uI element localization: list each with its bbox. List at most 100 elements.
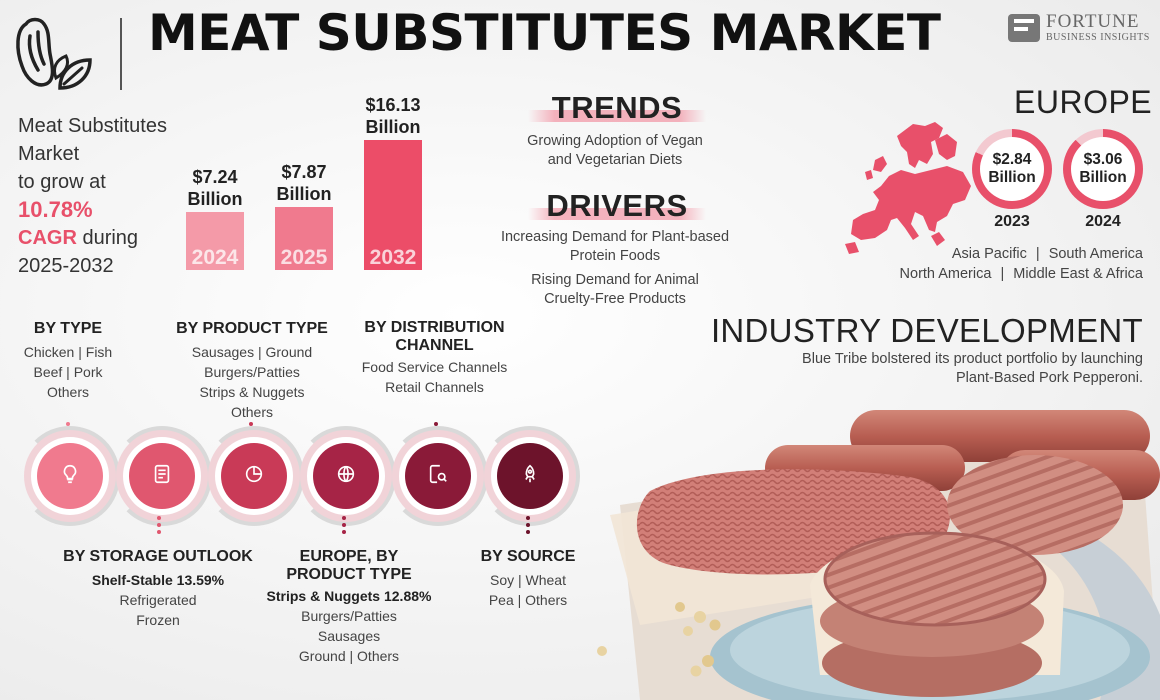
- europe-ring-2023: $2.84 Billion 2023: [972, 129, 1052, 231]
- forecast-period: 2025-2032: [18, 255, 114, 277]
- bar-value-label: $7.87 Billion: [276, 162, 332, 204]
- segment-europe-by-product-type: EUROPE, BY PRODUCT TYPE Strips & Nuggets…: [260, 548, 438, 666]
- headline-text: Meat Substitutes Market to grow at 10.78…: [18, 112, 188, 280]
- region-label: South America: [1048, 246, 1143, 262]
- segment-circle: [208, 430, 300, 522]
- segment-line: Sausages | Ground: [191, 344, 313, 360]
- segment-heading: BY PRODUCT TYPE: [176, 320, 328, 337]
- segment-circle: [392, 430, 484, 522]
- drivers-text-1: Increasing Demand for Plant-based Protei…: [480, 228, 750, 266]
- other-regions: Asia Pacific | South America North Ameri…: [900, 244, 1143, 284]
- headline-line: Meat Substitutes: [18, 115, 167, 137]
- bar-2032: 2032: [364, 140, 422, 270]
- segment-line: Others: [230, 404, 273, 420]
- region-label: Middle East & Africa: [1013, 266, 1143, 282]
- driver-line: Protein Foods: [569, 248, 661, 264]
- trend-line: and Vegetarian Diets: [547, 152, 683, 168]
- industry-text: Blue Tribe bolstered its product portfol…: [743, 350, 1143, 388]
- industry-line: Plant-Based Pork Pepperoni.: [956, 370, 1143, 386]
- brand-tagline: BUSINESS INSIGHTS: [1046, 32, 1150, 43]
- region-separator: |: [1000, 266, 1005, 282]
- headline-line: to grow at: [18, 171, 106, 193]
- segment-heading: CHANNEL: [395, 337, 474, 354]
- connector-dots: [157, 516, 161, 537]
- segment-by-storage-outlook: BY STORAGE OUTLOOK Shelf-Stable 13.59% R…: [60, 548, 256, 630]
- segment-heading: EUROPE, BY: [299, 548, 399, 565]
- segment-line: Beef | Pork: [33, 364, 103, 380]
- driver-line: Rising Demand for Animal: [531, 272, 699, 288]
- segment-by-type: BY TYPE Chicken | Fish Beef | Pork Other…: [8, 320, 128, 402]
- segment-line: Food Service Channels: [361, 359, 508, 375]
- segment-circle: [300, 430, 392, 522]
- europe-map-icon: [835, 120, 975, 275]
- segment-line: Sausages: [317, 628, 381, 644]
- market-ring: $2.84 Billion: [972, 129, 1052, 209]
- segment-highlight: Strips & Nuggets 12.88%: [266, 588, 432, 604]
- bar-category-label: 2024: [191, 246, 239, 269]
- segment-line: Refrigerated: [119, 592, 197, 608]
- plant-based-meat-image: [580, 395, 1160, 700]
- segment-heading: BY DISTRIBUTION: [364, 319, 505, 336]
- connector-dots: [526, 516, 530, 537]
- segment-line: Pea | Others: [488, 592, 568, 608]
- trends-heading: TRENDS: [528, 90, 706, 126]
- segment-line: Frozen: [136, 612, 180, 628]
- industry-line: Blue Tribe bolstered its product portfol…: [802, 351, 1143, 367]
- segment-heading: BY TYPE: [33, 320, 103, 337]
- bar-2025: 2025: [275, 207, 333, 270]
- driver-line: Cruelty-Free Products: [544, 291, 686, 307]
- segment-line: Soy | Wheat: [489, 572, 566, 588]
- rocket-icon: [519, 463, 541, 490]
- brand-mark-icon: [1008, 13, 1040, 42]
- europe-ring-2024: $3.06 Billion 2024: [1063, 129, 1143, 231]
- segment-line: Others: [46, 384, 89, 400]
- segment-by-source: BY SOURCE Soy | Wheat Pea | Others: [468, 548, 588, 610]
- industry-heading: INDUSTRY DEVELOPMENT: [710, 312, 1143, 349]
- segment-heading: PRODUCT TYPE: [286, 566, 412, 583]
- region-label: Asia Pacific: [951, 246, 1027, 262]
- segment-icons-row: [20, 426, 580, 530]
- segment-heading: BY SOURCE: [480, 548, 576, 565]
- cagr-value: 10.78%: [18, 197, 93, 222]
- ring-year: 2024: [1085, 213, 1121, 230]
- header-divider: [120, 18, 122, 90]
- trend-line: Growing Adoption of Vegan: [527, 133, 703, 149]
- segment-by-product-type: BY PRODUCT TYPE Sausages | Ground Burger…: [172, 320, 332, 422]
- segment-by-distribution-channel: BY DISTRIBUTION CHANNEL Food Service Cha…: [352, 319, 517, 397]
- europe-heading: EUROPE: [1014, 84, 1153, 120]
- region-separator: |: [1035, 246, 1040, 262]
- page-title: MEAT SUBSTITUTES MARKET: [148, 4, 941, 62]
- connector-dots: [342, 516, 346, 537]
- cagr-during: during: [76, 227, 139, 249]
- brand-name: FORTUNE: [1046, 11, 1140, 32]
- segment-circle: [116, 430, 208, 522]
- globe-icon: [335, 463, 357, 490]
- bar-category-label: 2025: [280, 246, 328, 269]
- segment-heading: BY STORAGE OUTLOOK: [63, 548, 253, 565]
- brand-logo: FORTUNE BUSINESS INSIGHTS: [1008, 12, 1150, 43]
- region-label: North America: [899, 266, 992, 282]
- drivers-heading: DRIVERS: [528, 188, 706, 224]
- pie-chart-icon: [243, 463, 265, 490]
- headline-line: Market: [18, 143, 80, 165]
- bar-value-label: $7.24 Billion: [187, 167, 243, 209]
- segment-line: Burgers/Patties: [301, 608, 397, 624]
- segment-circle: [484, 430, 576, 522]
- market-ring: $3.06 Billion: [1063, 129, 1143, 209]
- segment-circle: [24, 430, 116, 522]
- driver-line: Increasing Demand for Plant-based: [500, 229, 730, 245]
- report-search-icon: [427, 463, 449, 490]
- market-size-bar-chart: 2024 $7.24 Billion 2025 $7.87 Billion 2032 $16.…: [180, 90, 440, 270]
- ring-value: $2.84: [992, 151, 1032, 168]
- ring-year: 2023: [994, 213, 1030, 230]
- document-icon: [151, 463, 173, 490]
- segment-circle-ring: [480, 426, 580, 526]
- segment-line: Strips & Nuggets: [199, 384, 305, 400]
- bar-category-label: 2032: [369, 246, 417, 269]
- bar-2024: 2024: [186, 212, 244, 270]
- lightbulb-icon: [59, 463, 81, 490]
- logo-icon: [12, 14, 94, 92]
- trends-text: Growing Adoption of Vegan and Vegetarian…: [490, 132, 740, 170]
- segment-line: Ground | Others: [298, 648, 400, 664]
- ring-unit: Billion: [1079, 169, 1127, 186]
